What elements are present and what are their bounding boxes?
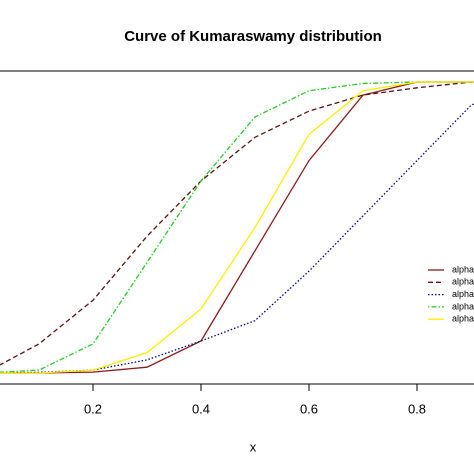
series-line <box>0 81 474 366</box>
x-axis-label: x <box>250 439 257 454</box>
x-tick-label: 0.2 <box>84 401 102 416</box>
series-line <box>0 81 474 373</box>
legend-label: alpha <box>452 301 474 311</box>
legend-label: alpha <box>452 277 474 287</box>
legend-label: alpha <box>452 264 474 274</box>
series-line <box>0 103 474 374</box>
x-tick-label: 0.8 <box>408 401 426 416</box>
legend-label: alpha <box>452 289 474 299</box>
series-line <box>0 81 474 374</box>
legend-label: alpha <box>452 314 474 324</box>
chart-title: Curve of Kumaraswamy distribution <box>124 28 382 45</box>
x-tick-label: 0.4 <box>192 401 210 416</box>
x-tick-label: 0.6 <box>300 401 318 416</box>
series-line <box>0 81 474 374</box>
plot-box <box>0 70 474 385</box>
